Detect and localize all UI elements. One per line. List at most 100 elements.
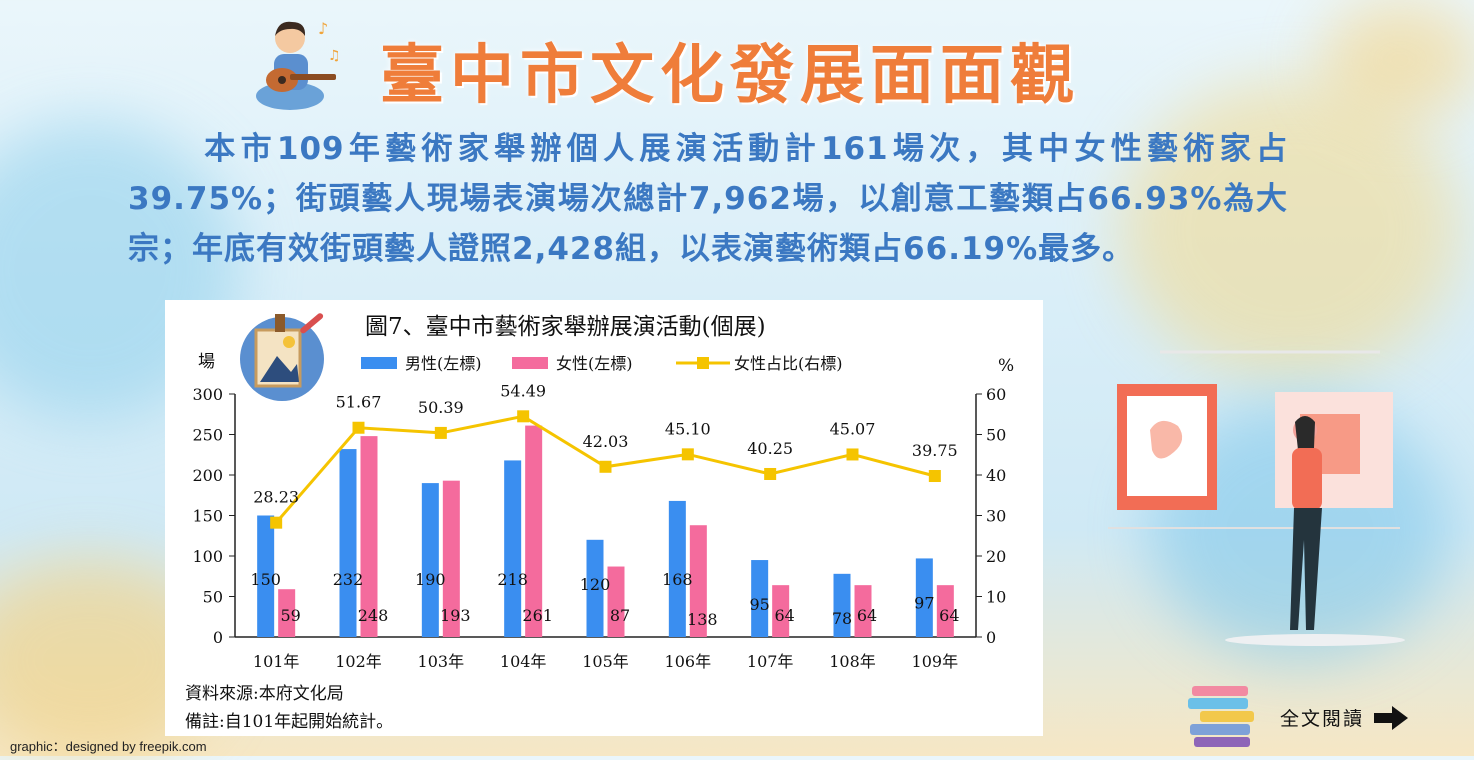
legend-swatch-female — [512, 357, 548, 369]
bar-male — [339, 449, 357, 637]
ratio-value-label: 28.23 — [253, 488, 299, 507]
legend-label-ratio: 女性占比(右標) — [734, 354, 843, 373]
right-tick-label: 30 — [986, 507, 1006, 526]
x-tick-label: 106年 — [665, 652, 712, 671]
ratio-point — [764, 467, 777, 480]
summary-text: 本市109年藝術家舉辦個人展演活動計161場次，其中女性藝術家占39.75%；街… — [128, 131, 1288, 267]
x-tick-label: 101年 — [253, 652, 300, 671]
art-palette-icon — [240, 313, 324, 401]
footnote: 備註:自101年起開始統計。 — [185, 712, 393, 732]
bar-male — [586, 539, 604, 637]
right-tick-label: 10 — [986, 588, 1006, 607]
ratio-point — [434, 426, 447, 439]
left-tick-label: 0 — [213, 628, 223, 647]
legend-label-female: 女性(左標) — [556, 354, 633, 373]
left-tick-label: 50 — [203, 588, 223, 607]
x-tick-label: 104年 — [500, 652, 547, 671]
bar-female — [525, 425, 543, 637]
chart-card: 圖7、臺中市藝術家舉辦展演活動(個展) 場 % 男性(左標) 女性(左標) 女性… — [165, 300, 1043, 736]
bar-male — [751, 560, 769, 637]
ratio-value-label: 40.25 — [747, 439, 793, 458]
ratio-point — [681, 448, 694, 461]
summary-paragraph: 本市109年藝術家舉辦個人展演活動計161場次，其中女性藝術家占39.75%；街… — [128, 124, 1288, 274]
ratio-value-label: 51.67 — [336, 393, 382, 412]
page-title: 臺中市文化發展面面觀 — [380, 39, 1080, 113]
bar-male — [915, 558, 933, 637]
guitar-player-icon: ♪ ♫ — [256, 19, 341, 110]
bar-female — [854, 585, 872, 637]
bar-female — [607, 566, 625, 637]
bar-male — [504, 460, 522, 637]
ratio-point — [517, 410, 530, 423]
ratio-value-label: 45.10 — [665, 419, 711, 438]
right-axis-unit: % — [998, 356, 1014, 376]
ratio-value-label: 45.07 — [830, 419, 876, 438]
arrow-right-icon — [1374, 705, 1409, 730]
bar-male-value-label: 120 — [580, 575, 611, 594]
books-icon — [1188, 686, 1254, 747]
bar-female-value-label: 138 — [687, 610, 718, 629]
legend-swatch-ratio-marker — [697, 357, 709, 369]
bar-male-value-label: 168 — [662, 570, 693, 589]
x-tick-label: 102年 — [335, 652, 382, 671]
header: ♪ ♫ 臺中市文化發展面面觀 — [240, 10, 1200, 113]
left-tick-label: 200 — [192, 466, 223, 485]
left-tick-label: 100 — [192, 547, 223, 566]
bar-female — [689, 525, 707, 637]
ratio-value-label: 50.39 — [418, 398, 464, 417]
bar-male-value-label: 232 — [333, 570, 364, 589]
svg-text:♪: ♪ — [318, 19, 328, 38]
bg-blob — [1320, 0, 1474, 120]
bar-male-value-label: 95 — [749, 595, 769, 614]
read-more-button[interactable]: 全文閱讀 — [1280, 704, 1409, 731]
x-tick-label: 107年 — [747, 652, 794, 671]
ratio-point — [270, 516, 283, 529]
right-tick-label: 20 — [986, 547, 1006, 566]
bar-female-value-label: 87 — [610, 606, 630, 625]
bar-male-value-label: 97 — [914, 593, 934, 612]
bar-male-value-label: 150 — [250, 570, 281, 589]
gallery-visitor-illustration — [1108, 350, 1405, 646]
bar-female-value-label: 64 — [939, 606, 959, 625]
bar-male — [833, 573, 851, 637]
svg-text:♫: ♫ — [328, 48, 341, 64]
ratio-point — [599, 460, 612, 473]
bar-female-value-label: 59 — [280, 606, 300, 625]
right-tick-label: 0 — [986, 628, 996, 647]
bar-male-value-label: 218 — [497, 570, 528, 589]
left-tick-label: 150 — [192, 507, 223, 526]
bar-male — [257, 515, 275, 637]
bar-female — [442, 480, 460, 637]
bar-female-value-label: 64 — [774, 606, 794, 625]
legend: 男性(左標) 女性(左標) 女性占比(右標) — [361, 354, 843, 373]
left-tick-label: 300 — [192, 385, 223, 404]
right-tick-label: 40 — [986, 466, 1006, 485]
ratio-value-label: 54.49 — [500, 381, 546, 400]
ratio-point — [352, 421, 365, 434]
x-tick-label: 108年 — [829, 652, 876, 671]
ratio-point — [928, 470, 941, 483]
image-credit: graphic：designed by freepik.com — [10, 739, 207, 754]
ratio-value-label: 39.75 — [912, 441, 958, 460]
read-more-label: 全文閱讀 — [1280, 708, 1365, 730]
bar-male — [668, 500, 686, 637]
bar-male — [421, 483, 439, 637]
right-tick-label: 50 — [986, 426, 1006, 445]
left-tick-label: 250 — [192, 426, 223, 445]
bar-male-value-label: 190 — [415, 570, 446, 589]
ratio-point — [846, 448, 859, 461]
legend-label-male: 男性(左標) — [405, 354, 482, 373]
legend-swatch-male — [361, 357, 397, 369]
ratio-value-label: 42.03 — [583, 432, 629, 451]
bar-female — [360, 436, 378, 637]
bar-female — [278, 589, 296, 637]
right-tick-label: 60 — [986, 385, 1006, 404]
chart-title: 圖7、臺中市藝術家舉辦展演活動(個展) — [365, 314, 766, 340]
x-tick-label: 109年 — [912, 652, 959, 671]
bar-female — [936, 585, 954, 637]
bar-female — [772, 585, 790, 637]
x-tick-label: 105年 — [582, 652, 629, 671]
left-axis-unit: 場 — [198, 352, 215, 372]
bg-blob — [1120, 80, 1460, 380]
bar-female-value-label: 248 — [358, 606, 389, 625]
